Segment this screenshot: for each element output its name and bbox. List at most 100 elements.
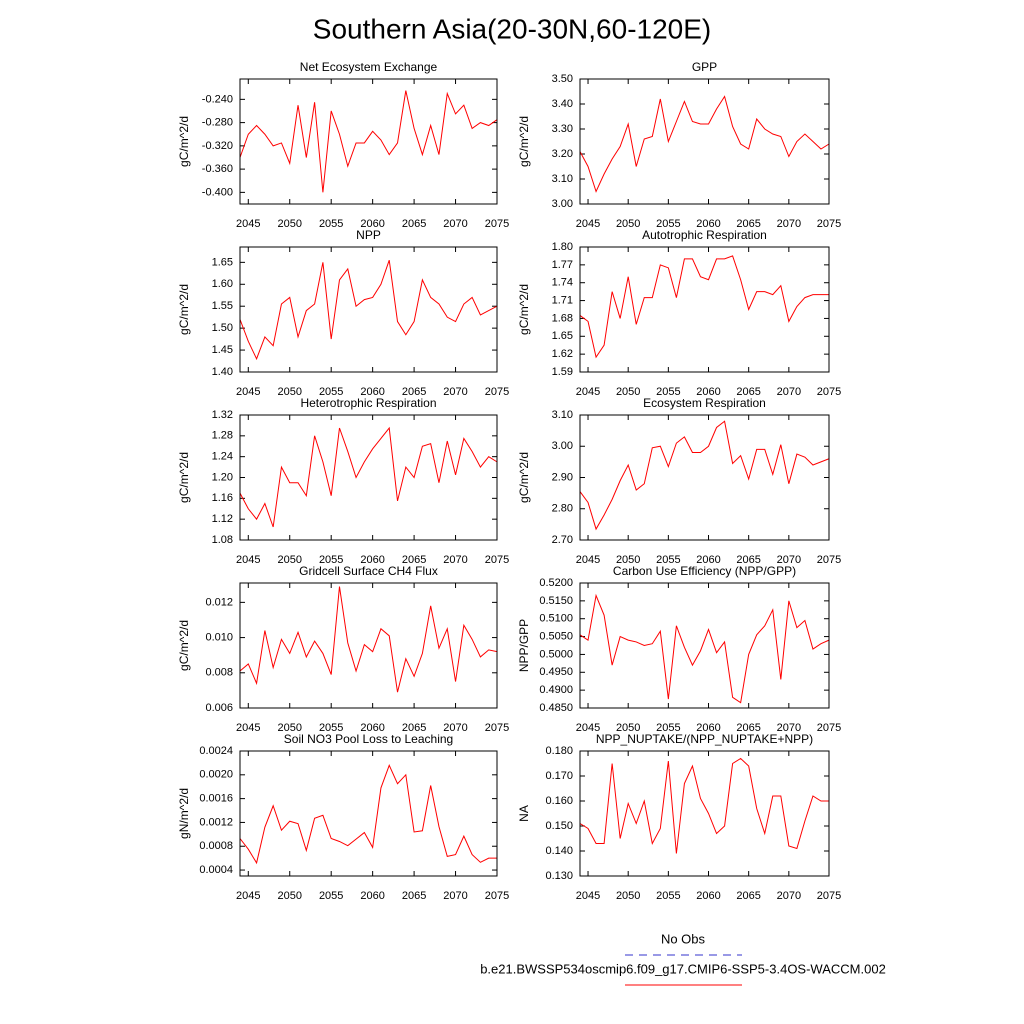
- x-tick-label: 2050: [277, 722, 301, 734]
- x-tick-label: 2060: [360, 890, 384, 902]
- y-axis-label: NA: [517, 805, 531, 822]
- y-axis-label: gC/m^2/d: [177, 116, 191, 167]
- x-tick-label: 2060: [696, 554, 720, 566]
- y-tick-label: 0.180: [545, 745, 573, 757]
- x-tick-label: 2070: [777, 722, 801, 734]
- data-line: [239, 586, 498, 693]
- x-tick-label: 2070: [443, 890, 467, 902]
- panel: Gridcell Surface CH4 Flux gC/m^2/d 0.006 0.…: [177, 564, 509, 734]
- y-tick-label: 3.00: [552, 440, 573, 452]
- panel-title: Ecosystem Respiration: [643, 396, 766, 410]
- y-tick-label: 2.70: [552, 534, 573, 546]
- x-tick-label: 2045: [576, 218, 600, 230]
- x-tick-label: 2065: [402, 890, 426, 902]
- x-tick-label: 2045: [576, 890, 600, 902]
- x-tick-label: 2060: [360, 218, 384, 230]
- y-tick-label: 0.0024: [199, 745, 233, 757]
- y-tick-label: 3.50: [552, 73, 573, 85]
- panel: Carbon Use Efficiency (NPP/GPP) NPP/GPP 0.…: [517, 564, 841, 734]
- y-tick-label: 0.010: [205, 631, 233, 643]
- x-tick-label: 2055: [656, 890, 680, 902]
- x-tick-label: 2075: [485, 890, 509, 902]
- x-tick-label: 2055: [319, 386, 343, 398]
- x-tick-label: 2060: [696, 890, 720, 902]
- x-tick-label: 2060: [360, 386, 384, 398]
- y-tick-label: 1.40: [212, 366, 233, 378]
- x-tick-label: 2055: [319, 890, 343, 902]
- y-tick-label: 1.20: [212, 471, 233, 483]
- y-tick-label: -0.360: [202, 163, 233, 175]
- y-tick-label: 3.10: [552, 409, 573, 421]
- y-tick-label: 0.5000: [539, 648, 573, 660]
- data-line: [579, 757, 829, 854]
- y-tick-label: 1.68: [552, 312, 573, 324]
- plot-frame: [579, 246, 830, 373]
- x-tick-label: 2050: [277, 890, 301, 902]
- plot-frame: [579, 750, 830, 877]
- data-line: [239, 763, 497, 865]
- x-tick-label: 2050: [616, 554, 640, 566]
- y-tick-label: 1.65: [552, 330, 573, 342]
- panel: Ecosystem Respiration gC/m^2/d 2.70 2.80 2.9…: [517, 396, 841, 566]
- x-tick-label: 2055: [656, 554, 680, 566]
- x-tick-label: 2055: [656, 218, 680, 230]
- y-tick-label: -0.400: [202, 186, 233, 198]
- figure-title: Southern Asia(20-30N,60-120E): [313, 13, 711, 44]
- x-tick-label: 2050: [616, 218, 640, 230]
- y-tick-label: 1.62: [552, 348, 573, 360]
- panel-title: GPP: [692, 60, 717, 74]
- x-tick-label: 2065: [736, 722, 760, 734]
- x-tick-label: 2075: [817, 218, 841, 230]
- y-tick-label: -0.280: [202, 117, 233, 129]
- y-tick-label: 0.4950: [539, 666, 573, 678]
- x-tick-label: 2065: [736, 386, 760, 398]
- y-tick-label: 3.30: [552, 123, 573, 135]
- y-tick-label: 0.0020: [199, 769, 233, 781]
- x-tick-label: 2070: [777, 386, 801, 398]
- x-tick-label: 2060: [696, 218, 720, 230]
- y-tick-label: 0.170: [545, 770, 573, 782]
- x-tick-label: 2075: [485, 554, 509, 566]
- plot-frame: [239, 246, 498, 373]
- data-line: [579, 255, 829, 359]
- y-tick-label: 0.0004: [199, 864, 233, 876]
- y-tick-label: 0.0012: [199, 816, 233, 828]
- y-axis-label: gC/m^2/d: [177, 620, 191, 671]
- y-tick-label: 0.5050: [539, 630, 573, 642]
- y-tick-label: 1.08: [212, 534, 233, 546]
- x-tick-label: 2075: [485, 218, 509, 230]
- legend-label: b.e21.BWSSP534oscmip6.f09_g17.CMIP6-SSP5…: [480, 961, 886, 976]
- y-tick-label: 3.10: [552, 173, 573, 185]
- panel-title: NPP_NUPTAKE/(NPP_NUPTAKE+NPP): [596, 732, 813, 746]
- y-tick-label: 0.0008: [199, 840, 233, 852]
- x-tick-label: 2050: [277, 554, 301, 566]
- y-axis-label: gC/m^2/d: [517, 452, 531, 503]
- y-tick-label: 0.012: [205, 596, 233, 608]
- x-tick-label: 2060: [696, 386, 720, 398]
- x-tick-label: 2065: [736, 554, 760, 566]
- x-tick-label: 2055: [319, 554, 343, 566]
- y-tick-label: 1.24: [212, 451, 233, 463]
- panel-title: Carbon Use Efficiency (NPP/GPP): [613, 564, 796, 578]
- x-tick-label: 2070: [777, 218, 801, 230]
- x-tick-label: 2045: [576, 722, 600, 734]
- y-tick-label: 3.20: [552, 148, 573, 160]
- y-tick-label: 0.140: [545, 845, 573, 857]
- data-line: [239, 426, 498, 528]
- y-tick-label: 1.28: [212, 430, 233, 442]
- y-tick-label: -0.240: [202, 93, 233, 105]
- x-tick-label: 2075: [485, 722, 509, 734]
- x-tick-label: 2045: [236, 218, 260, 230]
- y-tick-label: 0.5200: [539, 577, 573, 589]
- y-tick-label: 1.50: [212, 322, 233, 334]
- y-tick-label: 0.130: [545, 870, 573, 882]
- y-tick-label: 1.59: [552, 366, 573, 378]
- x-tick-label: 2050: [277, 386, 301, 398]
- y-tick-label: 2.90: [552, 471, 573, 483]
- data-line: [579, 95, 830, 193]
- y-tick-label: 1.32: [212, 409, 233, 421]
- panel-title: Gridcell Surface CH4 Flux: [299, 564, 438, 578]
- y-tick-label: 1.16: [212, 492, 233, 504]
- panel-title: Soil NO3 Pool Loss to Leaching: [284, 732, 453, 746]
